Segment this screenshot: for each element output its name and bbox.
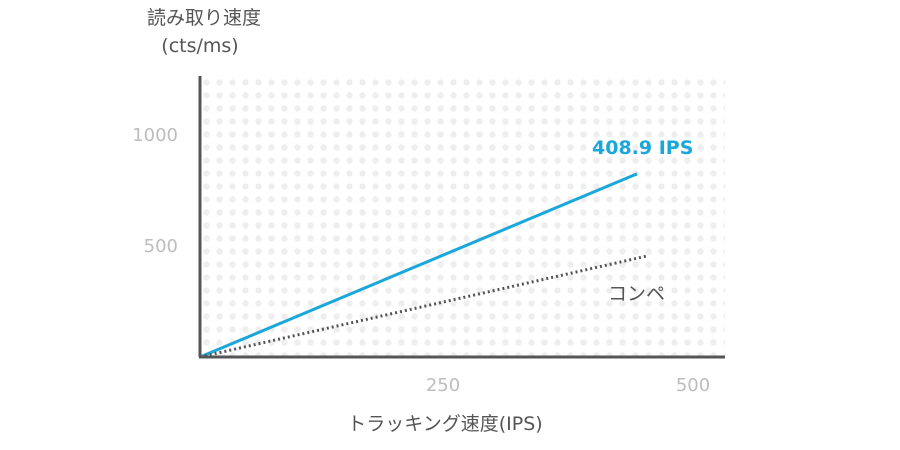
- x-tick-label: 500: [676, 375, 710, 396]
- x-tick-label: 250: [426, 375, 460, 396]
- y-axis-label-line1: 読み取り速度: [147, 7, 261, 29]
- series-label-main: 408.9 IPS: [592, 137, 693, 159]
- plot-background: [200, 76, 725, 357]
- y-tick-label: 1000: [132, 125, 178, 146]
- x-axis-label: トラッキング速度(IPS): [347, 413, 542, 435]
- y-tick-label: 500: [144, 236, 178, 257]
- series-line-competitor: [199, 254, 648, 359]
- series-line-main: [199, 172, 638, 359]
- y-axis-label-line2: (cts/ms): [161, 35, 238, 57]
- series-label-competitor: コンペ: [608, 283, 665, 305]
